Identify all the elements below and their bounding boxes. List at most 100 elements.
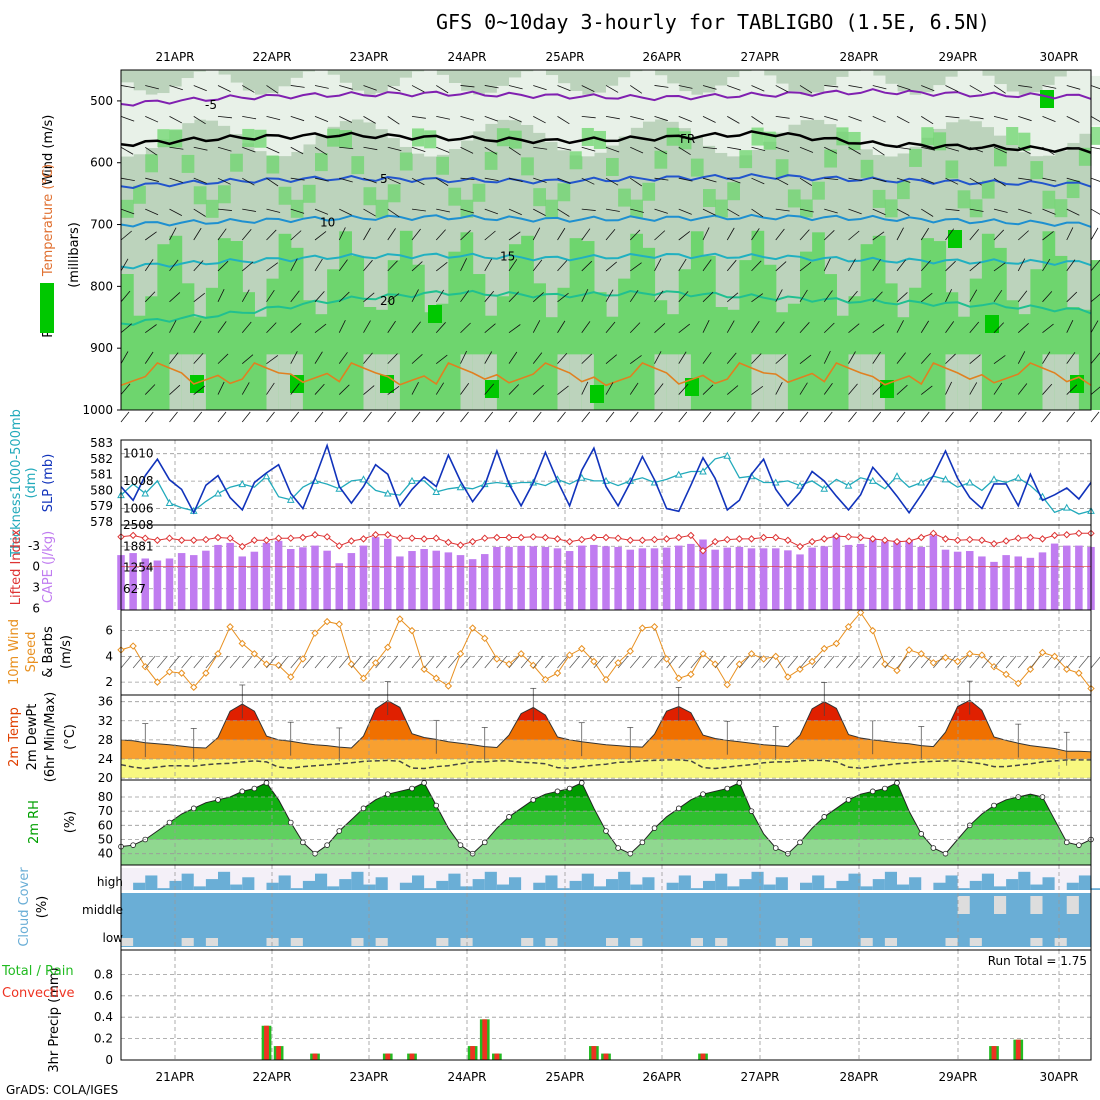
li-point <box>1014 534 1022 542</box>
wind10-point <box>335 620 343 628</box>
wind10-point <box>590 657 598 666</box>
wind-barb <box>242 85 255 93</box>
rh-dry-cell <box>1054 354 1068 410</box>
wind-barb <box>581 208 596 211</box>
wind-barb <box>581 260 593 272</box>
rh-band-cell <box>981 180 995 199</box>
rh-band-cell <box>945 160 959 179</box>
wind-barb <box>945 177 959 185</box>
rh-band-cell <box>812 181 825 200</box>
precip-tick-label: 0.4 <box>94 1010 113 1024</box>
temp-band <box>121 739 1091 759</box>
date-label-bottom: 30APR <box>1039 1070 1078 1084</box>
wind-barb <box>726 227 735 241</box>
wind10-barb <box>144 655 156 669</box>
wind10-barb <box>751 655 762 669</box>
wind-barb <box>605 208 620 212</box>
cape-bar <box>687 543 695 610</box>
surface-wind-barb <box>702 411 712 423</box>
cloud-low-gap <box>436 938 449 946</box>
cloud-high-bar <box>981 873 994 890</box>
li-point <box>226 534 234 542</box>
wind-barb <box>411 289 419 303</box>
cape-bar <box>250 551 259 610</box>
li-point <box>735 535 744 543</box>
wind-barb <box>533 208 546 217</box>
cape-bar <box>202 550 210 610</box>
rh-moist-cell <box>205 287 219 410</box>
wind-barb <box>702 85 717 90</box>
wind-barb <box>848 351 856 364</box>
cape-bar <box>468 559 477 610</box>
cloud-low-gap <box>121 938 134 946</box>
wind-barb <box>702 177 717 183</box>
temp-tick-label: 20 <box>98 771 113 785</box>
isotherm-FR <box>120 130 1092 154</box>
rh-band-cell <box>872 189 886 208</box>
rh-moist-cell <box>715 307 728 410</box>
cape-bar <box>881 541 889 610</box>
cape-bar <box>917 546 926 610</box>
cloud-high-bar <box>266 882 279 890</box>
wind-barb <box>654 230 666 241</box>
cloud-high-bar <box>969 880 982 890</box>
wind10-barb <box>581 655 593 669</box>
wind10-barb <box>169 655 180 669</box>
wind-barb <box>1017 351 1026 364</box>
li-point <box>553 535 562 543</box>
rh-band-cell <box>278 186 292 205</box>
thickness-point <box>820 484 829 492</box>
rh-band-cell <box>387 184 401 203</box>
cloud-low-gap <box>884 938 897 946</box>
cape-bar <box>808 547 816 610</box>
wind-barb <box>848 146 861 155</box>
cloud-high-bar <box>327 886 340 890</box>
wind-barb <box>193 208 206 217</box>
wind10-point <box>517 650 525 658</box>
wind10-point <box>784 673 792 681</box>
wind10-barb <box>969 655 981 669</box>
rh-band-cell <box>569 151 583 170</box>
cape-bar <box>323 550 331 610</box>
wind10-barb <box>532 655 544 669</box>
rh-band <box>121 797 1091 812</box>
rh-point <box>869 788 876 795</box>
wind-barb <box>338 227 346 241</box>
wind10-barb <box>448 655 459 669</box>
wind-barb <box>945 381 952 395</box>
wind-barb <box>702 384 714 395</box>
wind-barb <box>896 85 911 91</box>
cape-bar <box>990 561 998 610</box>
wind-barb <box>630 355 642 364</box>
wind10-point <box>953 657 962 666</box>
wind-barb <box>217 146 232 152</box>
rh-moist-cell <box>606 316 619 410</box>
wind-barb <box>848 290 858 303</box>
wind-barb <box>169 116 183 124</box>
surface-wind-barb <box>484 411 494 423</box>
li-tick-label: 0 <box>32 560 40 574</box>
wind-barb <box>411 146 426 152</box>
temp-tick-label: 28 <box>98 733 113 747</box>
wind-barb <box>508 208 522 216</box>
wind-barb <box>217 115 232 119</box>
rh-point <box>433 802 440 809</box>
precip-conv-bar <box>409 1053 415 1060</box>
cloud-high-bar <box>1042 877 1055 890</box>
cape-bar <box>771 548 780 610</box>
slp-tick-label: 1008 <box>123 474 154 488</box>
thickness-point <box>1014 473 1023 481</box>
cape-bar <box>626 549 635 610</box>
li-point <box>505 533 513 542</box>
li-point <box>1038 535 1047 543</box>
wind-barb <box>241 289 250 303</box>
surface-wind-barb <box>920 411 930 423</box>
wind-barb <box>945 289 952 302</box>
wind-barb <box>751 320 760 333</box>
wind10-point <box>444 682 453 690</box>
rh-saturated-patch <box>485 380 499 398</box>
wind-barb <box>266 146 280 154</box>
wind-barb <box>193 292 206 303</box>
wind10-point <box>226 623 234 631</box>
